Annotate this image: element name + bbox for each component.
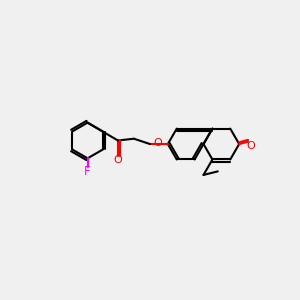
Text: O: O [113, 154, 122, 164]
Text: O: O [154, 138, 162, 148]
Text: F: F [84, 165, 91, 178]
Text: O: O [247, 141, 255, 151]
